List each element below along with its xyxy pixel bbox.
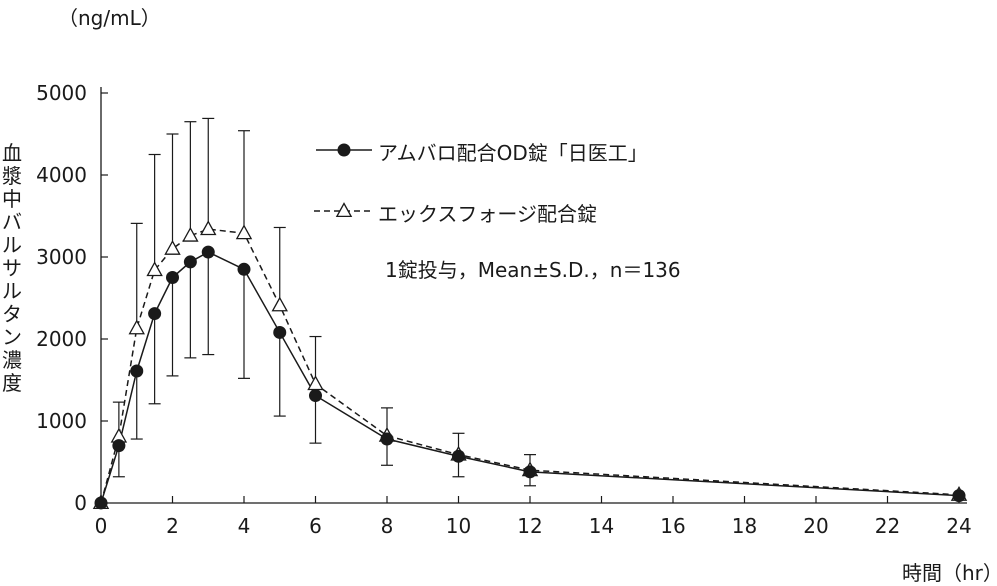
dosing-note: 1錠投与，Mean±S.D.，n＝136 [385, 258, 681, 282]
y-tick-label: 1000 [36, 409, 87, 433]
y-tick-label: 4000 [36, 163, 87, 187]
data-point-reference [235, 224, 253, 240]
x-tick-label: 22 [875, 514, 900, 538]
y-tick-label: 0 [74, 491, 87, 515]
data-point-test [452, 449, 465, 463]
data-point-test [112, 439, 126, 453]
data-point-test [201, 245, 215, 259]
y-tick-label: 5000 [36, 81, 87, 105]
data-point-test [183, 255, 197, 269]
data-point-test [523, 465, 537, 479]
data-point-test [309, 389, 322, 403]
data-point-reference [200, 220, 217, 236]
data-point-reference [307, 375, 324, 391]
x-tick-label: 24 [946, 514, 971, 538]
x-tick-label: 14 [589, 514, 614, 538]
series-line-reference [100, 228, 960, 504]
data-point-reference [146, 261, 163, 277]
data-point-test [380, 432, 394, 446]
data-point-test [166, 271, 179, 284]
x-tick-label: 18 [732, 514, 757, 538]
data-point-reference [128, 319, 145, 335]
data-point-test [130, 364, 144, 378]
x-axis-label: 時間（hr） [902, 561, 997, 585]
data-point-test [94, 496, 108, 510]
series-markers [92, 220, 968, 510]
x-tick-label: 4 [238, 514, 251, 538]
y-axis-unit: （ng/mL） [58, 6, 161, 30]
x-tick-label: 12 [517, 514, 542, 538]
legend-label-reference: エックスフォージ配合錠 [378, 202, 597, 226]
legend-marker-reference [335, 202, 353, 218]
series-line-test [100, 251, 960, 504]
data-point-test [952, 489, 966, 503]
data-point-test [237, 262, 251, 276]
legend-label-test: アムバロ配合OD錠「日医工」 [378, 141, 648, 165]
legend-marks [314, 143, 374, 218]
x-tick-label: 20 [803, 514, 828, 538]
y-axis-label: 血漿中バルサルタン濃度 [2, 141, 22, 395]
x-tick-label: 8 [381, 514, 394, 538]
x-tick-label: 2 [166, 514, 179, 538]
x-tick-label: 16 [660, 514, 685, 538]
legend-marker-test [337, 143, 351, 157]
x-tick-label: 10 [446, 514, 471, 538]
x-tick-label: 6 [309, 514, 322, 538]
series-lines [100, 228, 960, 504]
error-bars [112, 117, 536, 487]
data-point-test [273, 325, 287, 339]
data-point-reference [271, 296, 288, 312]
data-point-reference [182, 226, 199, 242]
y-tick-label: 3000 [36, 245, 87, 269]
data-point-reference [164, 239, 181, 255]
data-point-test [148, 307, 162, 321]
x-tick-label: 0 [95, 514, 108, 538]
y-tick-label: 2000 [36, 327, 87, 351]
